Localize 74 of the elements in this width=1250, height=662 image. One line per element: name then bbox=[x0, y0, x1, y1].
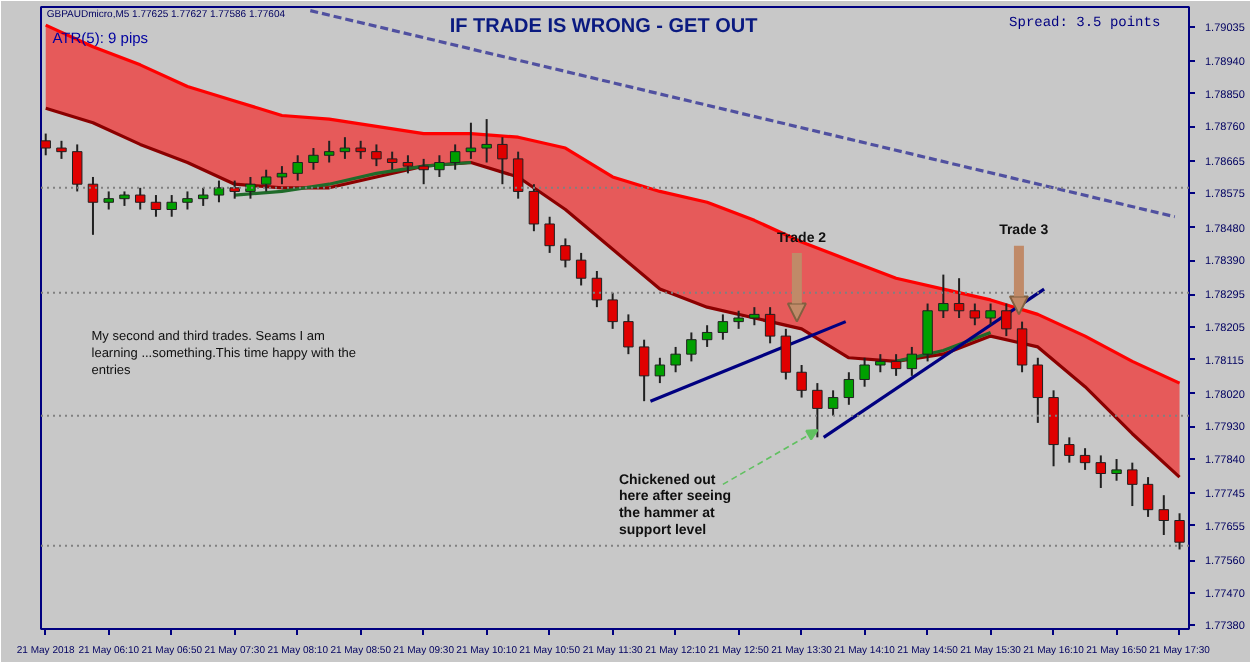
candlestick bbox=[134, 186, 146, 211]
candlestick bbox=[717, 313, 729, 341]
candlestick bbox=[323, 139, 335, 164]
candlestick bbox=[1142, 476, 1154, 518]
candlestick bbox=[229, 179, 240, 200]
candlestick bbox=[607, 291, 618, 330]
candlestick bbox=[749, 306, 760, 327]
candlestick bbox=[56, 139, 67, 160]
candlestick bbox=[245, 175, 256, 200]
candlestick bbox=[449, 143, 461, 171]
candlestick bbox=[103, 190, 114, 211]
candlestick bbox=[843, 371, 855, 406]
candlestick bbox=[812, 382, 823, 439]
candlestick bbox=[465, 121, 477, 160]
candlestick bbox=[197, 186, 209, 207]
candlestick bbox=[497, 136, 508, 186]
candlestick bbox=[87, 175, 99, 236]
candlestick bbox=[560, 237, 571, 269]
candlestick bbox=[686, 331, 697, 363]
candlestick bbox=[1095, 454, 1107, 489]
candlestick bbox=[260, 168, 272, 193]
candlestick bbox=[386, 150, 398, 171]
candlestick bbox=[733, 309, 744, 330]
candlestick bbox=[859, 356, 870, 388]
candlestick bbox=[355, 139, 366, 160]
candlestick bbox=[481, 118, 492, 164]
candlestick bbox=[623, 313, 634, 356]
candlestick bbox=[544, 215, 555, 254]
candlestick bbox=[764, 306, 776, 345]
candlestick bbox=[1016, 320, 1028, 374]
candlestick bbox=[638, 338, 650, 403]
candlestick bbox=[528, 183, 540, 233]
candlestick bbox=[1079, 447, 1091, 471]
candlestick bbox=[796, 364, 807, 399]
candlestick bbox=[166, 194, 177, 218]
candlestick bbox=[1111, 458, 1122, 482]
candlestick bbox=[1158, 494, 1170, 536]
line-series bbox=[233, 160, 473, 197]
candlestick bbox=[938, 273, 949, 319]
candlestick bbox=[780, 327, 792, 381]
candlestick bbox=[308, 147, 319, 171]
candlestick bbox=[922, 302, 933, 363]
candlestick bbox=[1001, 302, 1012, 338]
text: IF TRADE IS WRONG - GET OUT bbox=[449, 16, 758, 39]
candlestick bbox=[434, 154, 445, 178]
candlestick bbox=[591, 269, 603, 309]
candlestick bbox=[985, 302, 996, 327]
candlestick bbox=[575, 251, 587, 287]
candlestick bbox=[182, 190, 193, 211]
candlestick bbox=[72, 143, 83, 193]
candlestick bbox=[1174, 512, 1185, 551]
candlestick bbox=[969, 302, 981, 327]
candlestick bbox=[512, 150, 524, 200]
candlestick bbox=[827, 389, 839, 417]
candlestick bbox=[1048, 389, 1059, 468]
candlestick bbox=[1127, 461, 1138, 508]
candlestick bbox=[670, 345, 681, 374]
candlestick bbox=[371, 143, 382, 168]
candlestick bbox=[402, 154, 414, 175]
candlestick bbox=[953, 277, 965, 319]
candlestick bbox=[701, 324, 713, 348]
candlestick bbox=[1064, 436, 1075, 464]
candlestick bbox=[654, 356, 666, 385]
candlestick bbox=[292, 154, 303, 182]
candlestick bbox=[276, 165, 288, 186]
candlestick bbox=[890, 353, 902, 377]
candlestick bbox=[213, 179, 225, 204]
candlestick bbox=[150, 194, 162, 218]
candlestick bbox=[1032, 356, 1044, 424]
candlestick bbox=[875, 353, 886, 374]
candlestick bbox=[906, 345, 918, 377]
candlestick bbox=[41, 132, 51, 157]
candlestick bbox=[418, 157, 429, 186]
candlestick bbox=[339, 136, 351, 160]
